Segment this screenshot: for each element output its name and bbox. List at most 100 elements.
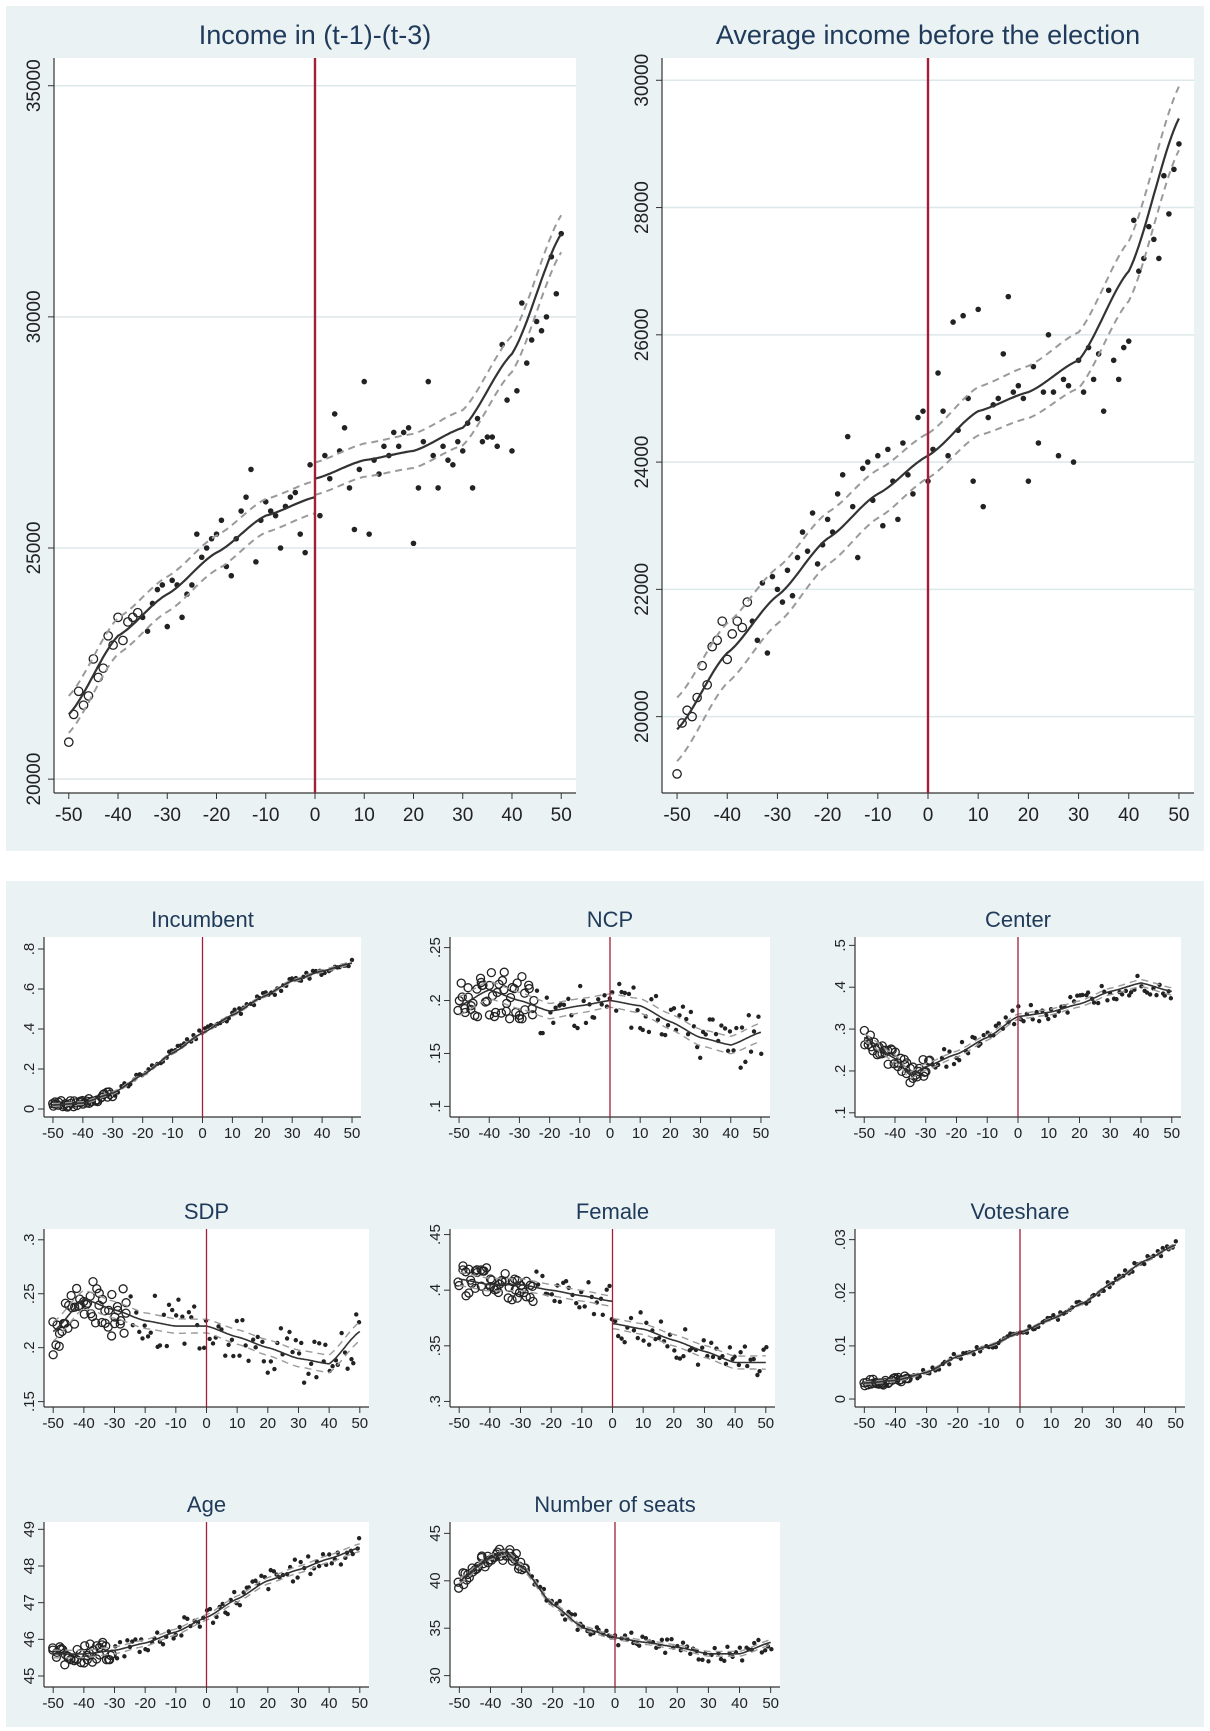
data-point xyxy=(1003,1015,1008,1020)
x-tick-label: 20 xyxy=(1018,805,1039,826)
data-point xyxy=(457,992,467,1002)
data-point xyxy=(203,545,210,551)
x-tick-label: 0 xyxy=(310,805,321,826)
y-tick-label: 47 xyxy=(21,1594,38,1611)
data-point xyxy=(420,438,427,445)
x-tick-label: 20 xyxy=(669,1695,686,1712)
data-point xyxy=(171,1636,176,1641)
chart-average-income: Average income before the election -50 -40… xyxy=(632,20,1194,826)
data-point xyxy=(354,1312,359,1317)
x-tick-label: -10 xyxy=(571,1415,593,1432)
data-point xyxy=(70,1302,80,1312)
data-point xyxy=(445,457,451,463)
data-point xyxy=(713,1031,719,1037)
data-point xyxy=(971,1352,976,1357)
data-point xyxy=(951,1351,957,1357)
data-point xyxy=(164,623,171,630)
fit-line-right xyxy=(612,1322,766,1364)
x-tick-label: -50 xyxy=(42,1415,64,1432)
y-tick-label: .3 xyxy=(427,1395,444,1408)
data-point xyxy=(237,1353,242,1358)
x-tick-label: -40 xyxy=(884,1125,906,1142)
data-point xyxy=(164,1343,170,1349)
x-tick-label: -40 xyxy=(478,1125,500,1142)
x-tick-label: -30 xyxy=(916,1415,938,1432)
ci-upper-left xyxy=(68,480,316,697)
data-point xyxy=(1030,363,1037,370)
x-tick-label: 0 xyxy=(202,1695,210,1712)
x-tick-label: -20 xyxy=(814,805,841,826)
x-tick-label: -20 xyxy=(946,1125,968,1142)
x-tick-label: 30 xyxy=(700,1695,717,1712)
data-point xyxy=(864,459,871,465)
data-point xyxy=(839,472,846,478)
data-point xyxy=(349,1356,354,1362)
data-point xyxy=(210,1620,216,1625)
data-point xyxy=(993,1344,999,1350)
data-point xyxy=(351,1361,356,1366)
data-point xyxy=(327,1552,332,1557)
data-point xyxy=(535,1282,541,1287)
data-point xyxy=(356,466,363,473)
ci-upper-right xyxy=(612,1317,766,1357)
x-tick-label: 0 xyxy=(608,1415,616,1432)
ci-upper-left xyxy=(864,1242,1176,1383)
data-point xyxy=(669,1637,674,1642)
x-tick-label: 40 xyxy=(731,1695,748,1712)
data-point xyxy=(240,1317,245,1323)
ci-lower-left xyxy=(676,477,929,762)
data-point xyxy=(496,1008,507,1018)
data-point xyxy=(479,438,486,445)
data-point xyxy=(287,1329,292,1335)
x-tick-label: 50 xyxy=(762,1695,779,1712)
y-tick-label: .2 xyxy=(21,1063,38,1076)
data-point xyxy=(208,1022,214,1028)
data-point xyxy=(743,1059,748,1065)
data-point xyxy=(81,1299,92,1310)
data-point xyxy=(198,554,205,561)
data-point xyxy=(677,1013,682,1018)
data-point xyxy=(719,1023,724,1028)
data-point xyxy=(137,1329,142,1335)
x-tick-label: 10 xyxy=(224,1125,241,1142)
chart-title: Income in (t-1)-(t-3) xyxy=(199,20,432,50)
chart-incumbent: Incumbent -50 -40 -30 -20 -10 0 10 20 30 40 50 0 .2 .4… xyxy=(21,907,361,1142)
data-point xyxy=(197,1346,202,1351)
data-point xyxy=(63,737,74,748)
x-tick-label: -40 xyxy=(104,805,131,826)
y-tick-label: .01 xyxy=(832,1335,849,1356)
data-point xyxy=(512,978,522,988)
data-point xyxy=(278,988,284,994)
data-point xyxy=(474,415,481,422)
data-point xyxy=(734,1025,739,1031)
data-point xyxy=(265,1370,270,1375)
x-tick-label: 40 xyxy=(727,1415,744,1432)
data-point xyxy=(458,1265,468,1275)
y-tick-label: 35000 xyxy=(24,59,45,112)
x-tick-label: 10 xyxy=(229,1695,246,1712)
data-point xyxy=(464,1288,474,1298)
data-point xyxy=(583,1020,589,1026)
data-point xyxy=(323,1342,328,1348)
data-point xyxy=(746,1013,751,1018)
data-point xyxy=(63,1323,73,1334)
data-point xyxy=(106,1331,117,1341)
data-point xyxy=(1010,389,1017,395)
ci-lower-right xyxy=(612,1327,766,1370)
data-point xyxy=(524,980,534,990)
data-point xyxy=(738,1350,743,1355)
data-point xyxy=(1135,973,1140,979)
data-point xyxy=(330,1364,335,1369)
x-tick-label: 40 xyxy=(1118,805,1139,826)
data-point xyxy=(637,1643,642,1648)
data-point xyxy=(1070,459,1077,465)
data-point xyxy=(616,1643,621,1648)
data-point xyxy=(140,1336,145,1341)
x-tick-label: 40 xyxy=(321,1695,338,1712)
data-point xyxy=(461,1291,471,1301)
data-point xyxy=(614,1008,619,1013)
data-point xyxy=(1122,1268,1128,1273)
x-tick-label: -20 xyxy=(134,1415,156,1432)
data-point xyxy=(635,1335,640,1341)
data-point xyxy=(223,1353,228,1358)
